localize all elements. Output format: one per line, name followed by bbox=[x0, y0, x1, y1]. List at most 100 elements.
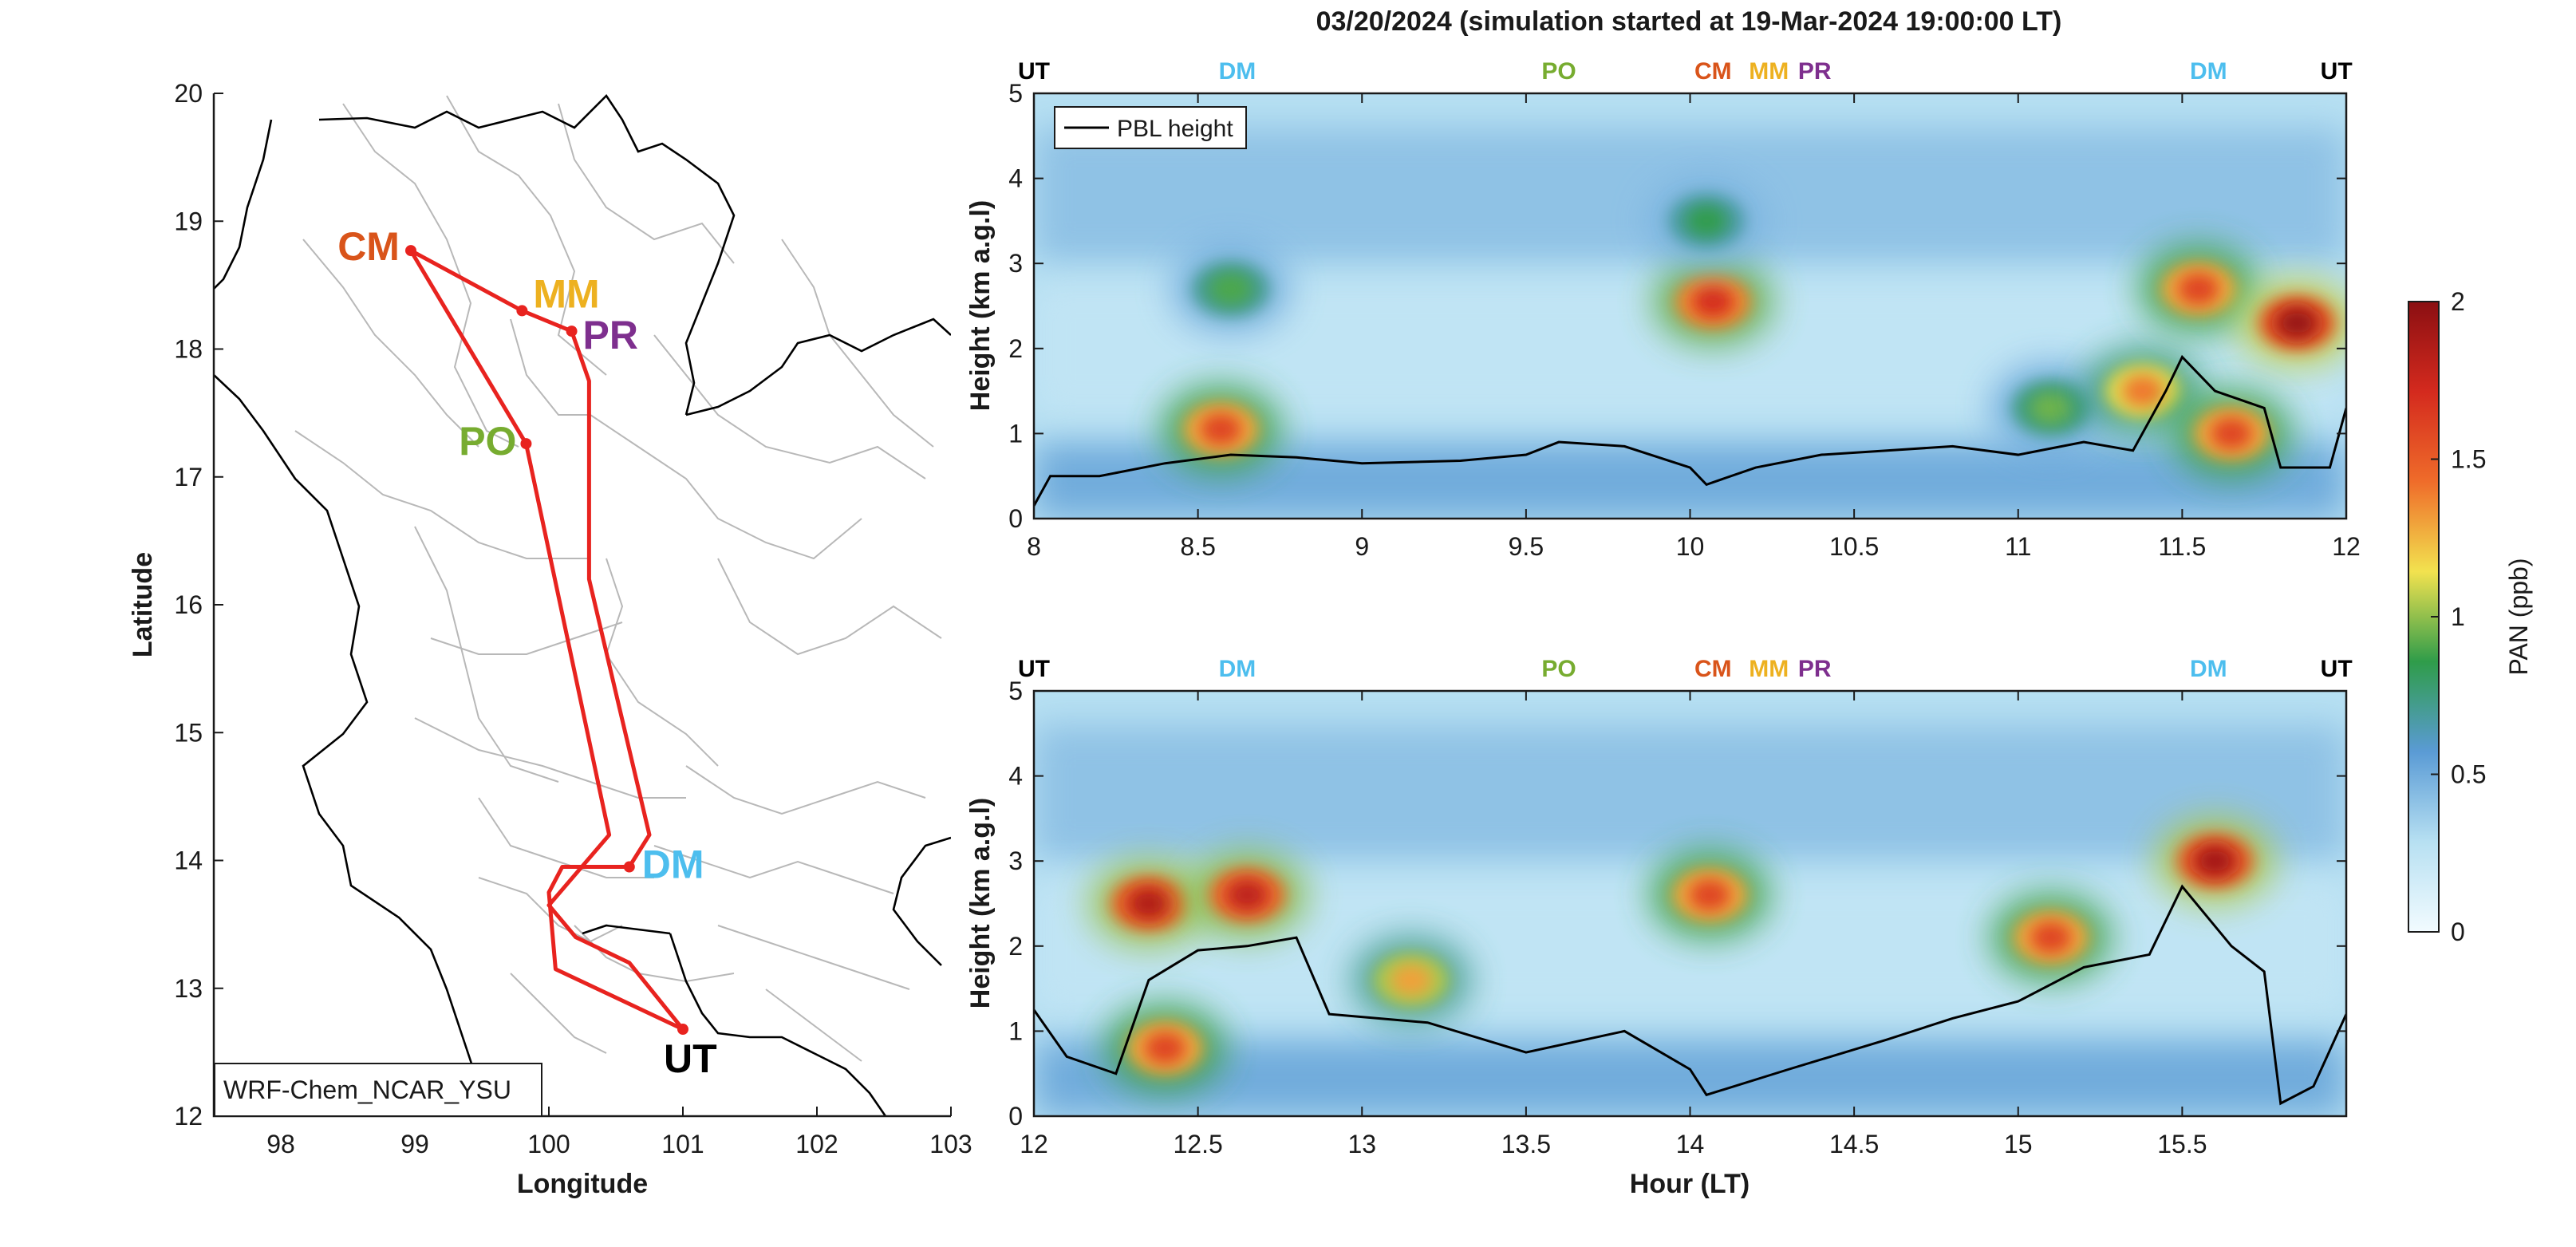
map-basemap bbox=[214, 93, 951, 1116]
ytick-label: 4 bbox=[1008, 762, 1023, 791]
map-ytick-label: 14 bbox=[174, 846, 203, 875]
station-mark-dm: DM bbox=[2190, 58, 2227, 85]
station-mark-pr: PR bbox=[1798, 58, 1832, 85]
bottom-ylabel: Height (km a.g.l) bbox=[965, 798, 996, 1008]
model-label: WRF-Chem_NCAR_YSU bbox=[223, 1075, 511, 1104]
xtick-label: 14 bbox=[1676, 1130, 1705, 1158]
station-mark-po: PO bbox=[1541, 656, 1576, 682]
pan-feature-core bbox=[2211, 417, 2253, 450]
station-marker-mm bbox=[516, 305, 528, 317]
pan-feature-core bbox=[2194, 845, 2236, 878]
pan-feature-core bbox=[1200, 413, 1242, 446]
station-mark-ut: UT bbox=[2321, 58, 2353, 85]
pan-feature-core bbox=[1689, 878, 1731, 911]
bottom-xlabel: Hour (LT) bbox=[1630, 1169, 1750, 1199]
station-marker-cm bbox=[404, 245, 416, 257]
model-label-box: WRF-Chem_NCAR_YSU bbox=[214, 1063, 542, 1117]
ytick-label: 0 bbox=[1008, 504, 1023, 533]
xtick-label: 15.5 bbox=[2157, 1130, 2207, 1158]
station-mark-cm: CM bbox=[1694, 656, 1732, 682]
pan-feature-core bbox=[2177, 273, 2219, 306]
pan-feature-core bbox=[1209, 273, 1252, 306]
pan-feature-core bbox=[2122, 375, 2164, 408]
colorbar-tick-label: 1.5 bbox=[2451, 445, 2486, 474]
pan-feature-core bbox=[1390, 964, 1432, 996]
national-boundary bbox=[214, 119, 951, 1116]
xtick-label: 12 bbox=[2332, 532, 2361, 561]
station-label-po: PO bbox=[459, 419, 516, 464]
map-ytick-label: 15 bbox=[174, 718, 203, 747]
ytick-label: 3 bbox=[1008, 249, 1023, 278]
xtick-label: 13.5 bbox=[1501, 1130, 1551, 1158]
station-marker-ut bbox=[677, 1024, 688, 1036]
ytick-label: 0 bbox=[1008, 1102, 1023, 1131]
pan-feature-core bbox=[2030, 392, 2072, 424]
xtick-label: 10.5 bbox=[1829, 532, 1879, 561]
colorbar-tick-label: 0 bbox=[2451, 917, 2465, 946]
map-ytick-label: 17 bbox=[174, 463, 203, 491]
map-ylabel: Latitude bbox=[128, 552, 158, 657]
province-boundaries bbox=[294, 95, 942, 1062]
pan-feature-core bbox=[2030, 921, 2072, 954]
map-axes: 98 99 100 101 102 103 12 13 14 15 16 17 18 19 20 bbox=[174, 79, 972, 1158]
colorbar-tick-label: 1 bbox=[2451, 602, 2465, 631]
map-xtick-label: 98 bbox=[266, 1130, 295, 1158]
map-ytick-label: 18 bbox=[174, 335, 203, 364]
station-mark-mm: MM bbox=[1749, 656, 1789, 682]
pan-feature-core bbox=[2276, 306, 2318, 339]
station-marker-po bbox=[520, 438, 532, 450]
map-xtick-label: 102 bbox=[795, 1130, 838, 1158]
map-xtick-label: 99 bbox=[400, 1130, 429, 1158]
ytick-label: 1 bbox=[1008, 419, 1023, 448]
xtick-label: 12.5 bbox=[1173, 1130, 1222, 1158]
background-band bbox=[1034, 724, 2346, 862]
ytick-label: 3 bbox=[1008, 846, 1023, 875]
xtick-label: 8.5 bbox=[1180, 532, 1215, 561]
map-xlabel: Longitude bbox=[517, 1169, 648, 1199]
top-ylabel: Height (km a.g.l) bbox=[965, 200, 996, 411]
station-mark-mm: MM bbox=[1749, 58, 1789, 85]
legend-pbl-height: PBL height bbox=[1117, 116, 1233, 142]
xtick-label: 9 bbox=[1355, 532, 1369, 561]
station-mark-dm: DM bbox=[2190, 656, 2227, 682]
xtick-label: 8 bbox=[1027, 532, 1041, 561]
colorbar-label: PAN (ppb) bbox=[2504, 558, 2533, 675]
station-mark-cm: CM bbox=[1694, 58, 1732, 85]
figure-title: 03/20/2024 (simulation started at 19-Mar… bbox=[1316, 6, 2062, 37]
pan-feature-core bbox=[1226, 878, 1268, 911]
colorbar-tick-label: 2 bbox=[2451, 287, 2465, 316]
ytick-label: 1 bbox=[1008, 1016, 1023, 1045]
map-xtick-label: 101 bbox=[661, 1130, 704, 1158]
top-heatmap-field bbox=[1034, 93, 2346, 519]
station-marker-dm bbox=[623, 861, 635, 873]
background-band bbox=[1034, 1040, 2346, 1116]
colorbar-tick-label: 0.5 bbox=[2451, 760, 2486, 789]
station-label-ut: UT bbox=[664, 1036, 717, 1081]
station-mark-dm: DM bbox=[1219, 58, 1256, 85]
map-ytick-label: 20 bbox=[174, 79, 203, 108]
bottom-heatmap-field bbox=[1034, 691, 2346, 1116]
map-ytick-label: 19 bbox=[174, 207, 203, 235]
pan-feature-core bbox=[1686, 204, 1728, 237]
station-mark-pr: PR bbox=[1798, 656, 1832, 682]
pan-feature-core bbox=[1127, 887, 1170, 920]
station-mark-po: PO bbox=[1541, 58, 1576, 85]
station-mark-dm: DM bbox=[1219, 656, 1256, 682]
station-label-cm: CM bbox=[337, 224, 400, 269]
station-marker-pr bbox=[566, 326, 578, 337]
xtick-label: 10 bbox=[1676, 532, 1705, 561]
pan-feature-core bbox=[1144, 1032, 1186, 1064]
ytick-label: 2 bbox=[1008, 932, 1023, 961]
pbl-legend: PBL height bbox=[1054, 106, 1247, 149]
station-mark-ut: UT bbox=[2321, 656, 2353, 682]
map-panel: 98 99 100 101 102 103 12 13 14 15 16 17 18 19 20 CM MM… bbox=[128, 79, 972, 1199]
pan-feature-core bbox=[1692, 286, 1734, 318]
ytick-label: 2 bbox=[1008, 334, 1023, 363]
xtick-label: 11.5 bbox=[2158, 532, 2206, 561]
station-mark-ut: UT bbox=[1018, 58, 1050, 85]
xtick-label: 15 bbox=[2004, 1130, 2033, 1158]
xtick-label: 13 bbox=[1347, 1130, 1376, 1158]
